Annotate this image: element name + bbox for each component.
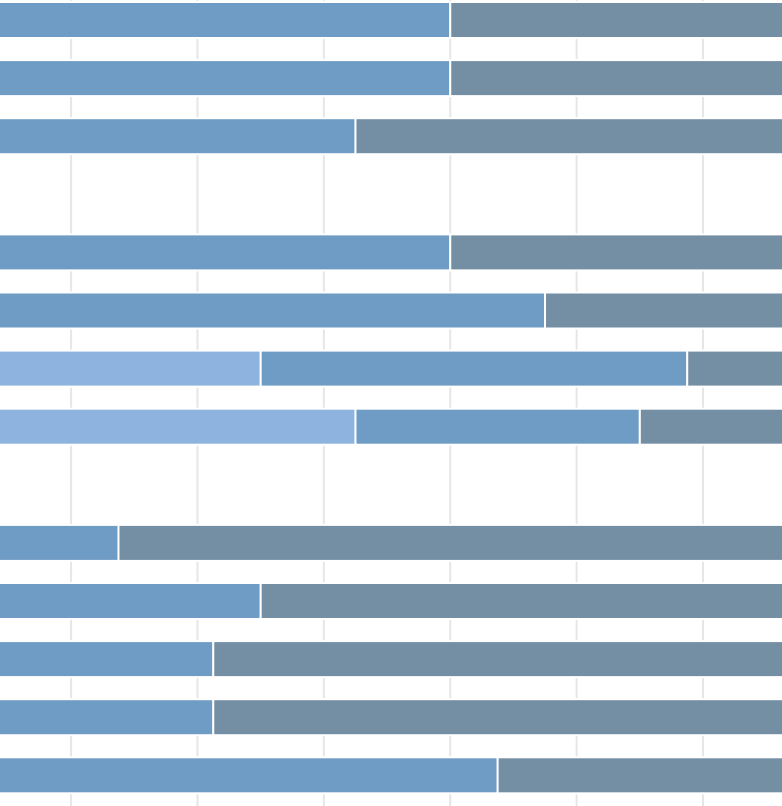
bar-row-11-segment-0: [0, 640, 215, 679]
bar-row-0-segment-0: [0, 1, 452, 39]
bar-row-7-segment-1: [354, 407, 641, 446]
bar-row-1-segment-0: [0, 59, 452, 98]
bar-row-4-segment-1: [449, 233, 782, 272]
bar-row-13-segment-1: [496, 756, 782, 795]
bar-row-2-segment-0: [0, 117, 357, 156]
bar-row-10-segment-1: [259, 582, 782, 620]
bar-row-5-segment-1: [544, 291, 782, 330]
bar-row-9-segment-0: [0, 523, 120, 562]
bar-row-11-segment-1: [212, 640, 782, 679]
bar-row-1-segment-1: [449, 59, 782, 98]
bar-row-4-segment-0: [0, 233, 452, 272]
bar-row-6-segment-1: [259, 349, 689, 388]
bar-row-12-segment-0: [0, 698, 215, 737]
bar-row-0-segment-1: [449, 1, 782, 39]
bar-row-6-segment-0: [0, 349, 262, 388]
bar-row-10-segment-0: [0, 582, 262, 620]
bar-row-2-segment-1: [354, 117, 782, 156]
bar-row-9-segment-1: [117, 523, 782, 562]
bar-row-12-segment-1: [212, 698, 782, 737]
bar-row-7-segment-2: [638, 407, 782, 446]
bar-row-13-segment-0: [0, 756, 499, 795]
bar-row-5-segment-0: [0, 291, 547, 330]
bar-row-7-segment-0: [0, 407, 357, 446]
bar-row-6-segment-2: [686, 349, 782, 388]
